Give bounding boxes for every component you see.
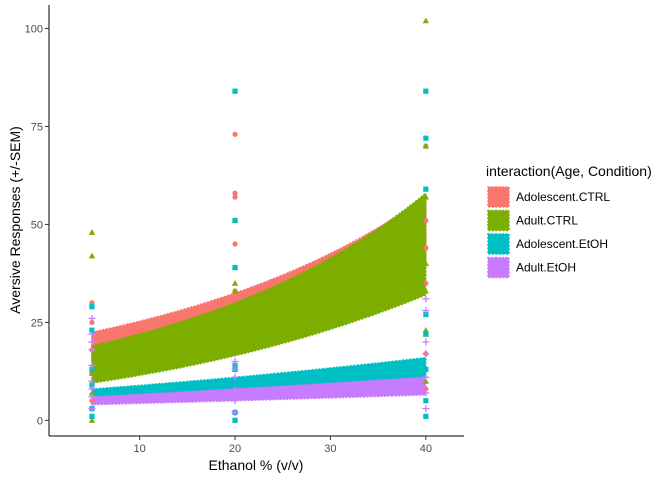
point-adolescent-etoh [423, 186, 429, 192]
point-adolescent-etoh [89, 413, 95, 420]
point-adolescent-ctrl [89, 319, 95, 325]
point-adult-etoh [88, 405, 96, 413]
y-axis-title: Aversive Responses (+/-SEM) [7, 126, 23, 314]
point-adult-etoh [422, 373, 430, 381]
y-tick-label: 50 [31, 219, 43, 231]
point-adolescent-etoh [423, 88, 429, 94]
point-adult-etoh [422, 338, 430, 346]
point-adult-ctrl [88, 417, 96, 423]
point-adult-etoh [88, 314, 96, 322]
point-adult-ctrl [88, 370, 96, 376]
point-adolescent-etoh [232, 417, 238, 423]
legend-items: Adolescent.CTRL Adult.CTRL Adolescent.EtOH… [487, 186, 610, 279]
legend-key-adolescent-etoh [487, 233, 510, 255]
point-adult-ctrl [422, 17, 430, 24]
legend-label-adult-ctrl: Adult.CTRL [516, 214, 578, 228]
point-adult-etoh [231, 385, 239, 393]
x-tick-label: 20 [229, 443, 241, 455]
point-adolescent-etoh [232, 362, 238, 369]
point-adult-etoh [88, 361, 96, 369]
legend-label-adolescent-ctrl: Adolescent.CTRL [516, 190, 610, 204]
point-adult-etoh [88, 330, 96, 338]
point-adult-etoh [422, 295, 430, 303]
point-adolescent-ctrl [232, 194, 238, 200]
y-tick-label: 25 [31, 317, 43, 329]
legend-item-adult-etoh: Adult.EtOH [487, 256, 576, 279]
x-axis-title: Ethanol % (v/v) [209, 457, 304, 473]
point-adolescent-ctrl [232, 241, 238, 247]
point-adult-etoh [422, 389, 430, 397]
point-adult-etoh [88, 393, 96, 401]
point-adult-ctrl [231, 279, 239, 286]
point-adolescent-ctrl [423, 280, 429, 286]
point-adult-etoh [231, 373, 239, 381]
point-adult-etoh [422, 307, 430, 315]
point-adolescent-etoh [89, 327, 95, 333]
point-adolescent-ctrl [232, 131, 238, 137]
point-adolescent-etoh [232, 88, 238, 94]
point-adult-ctrl [88, 252, 96, 259]
point-adolescent-etoh [89, 304, 95, 310]
data-points [88, 17, 430, 423]
legend-label-adolescent-etoh: Adolescent.EtOH [516, 237, 608, 251]
point-adult-etoh [88, 377, 96, 385]
y-tick-label: 0 [37, 415, 43, 427]
point-adolescent-etoh [423, 398, 429, 404]
x-tick-label: 10 [134, 443, 146, 455]
point-adult-etoh [231, 358, 239, 366]
point-adult-ctrl [422, 327, 430, 333]
point-adult-ctrl [422, 142, 430, 149]
point-adolescent-etoh [423, 135, 429, 141]
point-adolescent-etoh [423, 311, 429, 318]
point-adolescent-ctrl [232, 190, 238, 196]
point-adolescent-etoh [232, 217, 238, 224]
legend-key-adult-etoh [487, 256, 510, 279]
point-adult-ctrl [88, 229, 96, 235]
point-adolescent-etoh [423, 413, 429, 420]
point-adult-etoh [231, 397, 239, 405]
legend-key-adolescent-ctrl [487, 186, 510, 208]
point-adult-etoh [422, 350, 430, 358]
point-adult-ctrl [88, 389, 96, 396]
legend-label-adult-etoh: Adult.EtOH [516, 261, 576, 275]
point-adolescent-etoh [232, 264, 238, 271]
point-adult-ctrl [422, 287, 430, 294]
point-adolescent-ctrl [423, 386, 429, 392]
legend-title: interaction(Age, Condition) [486, 163, 652, 179]
point-adolescent-etoh [89, 382, 95, 388]
legend-item-adolescent-ctrl: Adolescent.CTRL [487, 186, 610, 208]
point-adult-ctrl [422, 377, 430, 384]
legend-key-adult-ctrl [487, 209, 510, 232]
point-adult-ctrl [231, 287, 239, 294]
band-adult-ctrl [91, 191, 427, 384]
point-adolescent-ctrl [423, 245, 429, 251]
point-adolescent-etoh [423, 331, 429, 337]
y-axis-ticks: 0 25 50 75 100 [25, 24, 49, 427]
confidence-bands [91, 191, 427, 406]
x-tick-label: 30 [324, 443, 336, 455]
y-tick-label: 75 [31, 121, 43, 133]
point-adult-etoh [88, 346, 96, 354]
x-axis-ticks: 10 20 30 40 [134, 436, 432, 455]
point-adolescent-ctrl [89, 398, 95, 404]
point-adult-ctrl [422, 260, 430, 267]
point-adult-etoh [231, 365, 239, 373]
legend-item-adult-ctrl: Adult.CTRL [487, 209, 578, 232]
point-adult-ctrl [422, 193, 430, 200]
point-adult-etoh [422, 405, 430, 413]
point-adolescent-ctrl [89, 300, 95, 306]
y-tick-label: 100 [25, 24, 43, 36]
band-adult-etoh [91, 376, 427, 406]
x-tick-label: 40 [420, 443, 432, 455]
point-adolescent-etoh [89, 366, 95, 372]
point-adult-etoh [231, 408, 239, 416]
point-adult-etoh [88, 338, 96, 346]
point-adolescent-etoh [423, 366, 429, 372]
legend: interaction(Age, Condition) Adolescent.C… [486, 163, 652, 279]
legend-item-adolescent-etoh: Adolescent.EtOH [487, 233, 608, 255]
point-adult-etoh [88, 385, 96, 393]
point-adolescent-ctrl [423, 217, 429, 224]
